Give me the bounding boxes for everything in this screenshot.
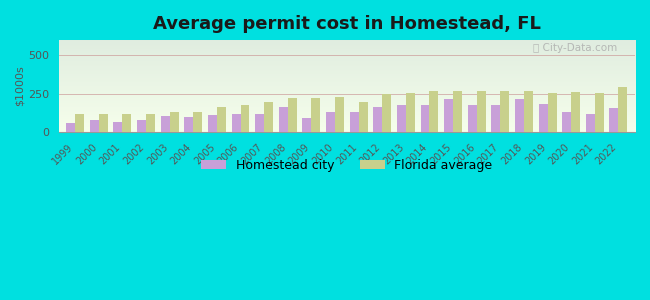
Title: Average permit cost in Homestead, FL: Average permit cost in Homestead, FL (153, 15, 541, 33)
Bar (468, 105, 476, 132)
Bar (311, 98, 320, 132)
Legend: Homestead city, Florida average: Homestead city, Florida average (196, 154, 498, 177)
Bar (562, 112, 571, 132)
Bar (288, 98, 297, 132)
Bar (515, 99, 524, 132)
Bar (146, 113, 155, 132)
Bar (406, 93, 415, 132)
Bar (571, 92, 580, 132)
Bar (66, 124, 75, 132)
Bar (350, 112, 359, 132)
Bar (302, 118, 311, 132)
Bar (586, 114, 595, 132)
Bar (618, 87, 627, 132)
Bar (595, 93, 604, 132)
Bar (264, 102, 273, 132)
Text: Ⓣ City-Data.com: Ⓣ City-Data.com (534, 43, 618, 53)
Bar (255, 113, 264, 132)
Bar (279, 107, 288, 132)
Bar (90, 120, 99, 132)
Bar (99, 113, 108, 132)
Bar (75, 114, 84, 132)
Bar (444, 99, 453, 132)
Bar (217, 107, 226, 132)
Bar (326, 112, 335, 132)
Bar (421, 105, 430, 132)
Bar (476, 92, 486, 132)
Bar (397, 105, 406, 132)
Bar (453, 91, 462, 132)
Bar (547, 93, 556, 132)
Bar (500, 91, 510, 132)
Bar (491, 105, 500, 132)
Bar (382, 94, 391, 132)
Y-axis label: $1000s: $1000s (15, 66, 25, 106)
Bar (524, 91, 533, 132)
Bar (114, 122, 122, 132)
Bar (539, 103, 547, 132)
Bar (170, 112, 179, 132)
Bar (185, 117, 193, 132)
Bar (430, 92, 439, 132)
Bar (359, 102, 368, 132)
Bar (193, 112, 202, 132)
Bar (161, 116, 170, 132)
Bar (335, 97, 344, 132)
Bar (373, 107, 382, 132)
Bar (610, 108, 618, 132)
Bar (231, 114, 240, 132)
Bar (240, 105, 250, 132)
Bar (208, 115, 217, 132)
Bar (122, 114, 131, 132)
Bar (137, 120, 146, 132)
